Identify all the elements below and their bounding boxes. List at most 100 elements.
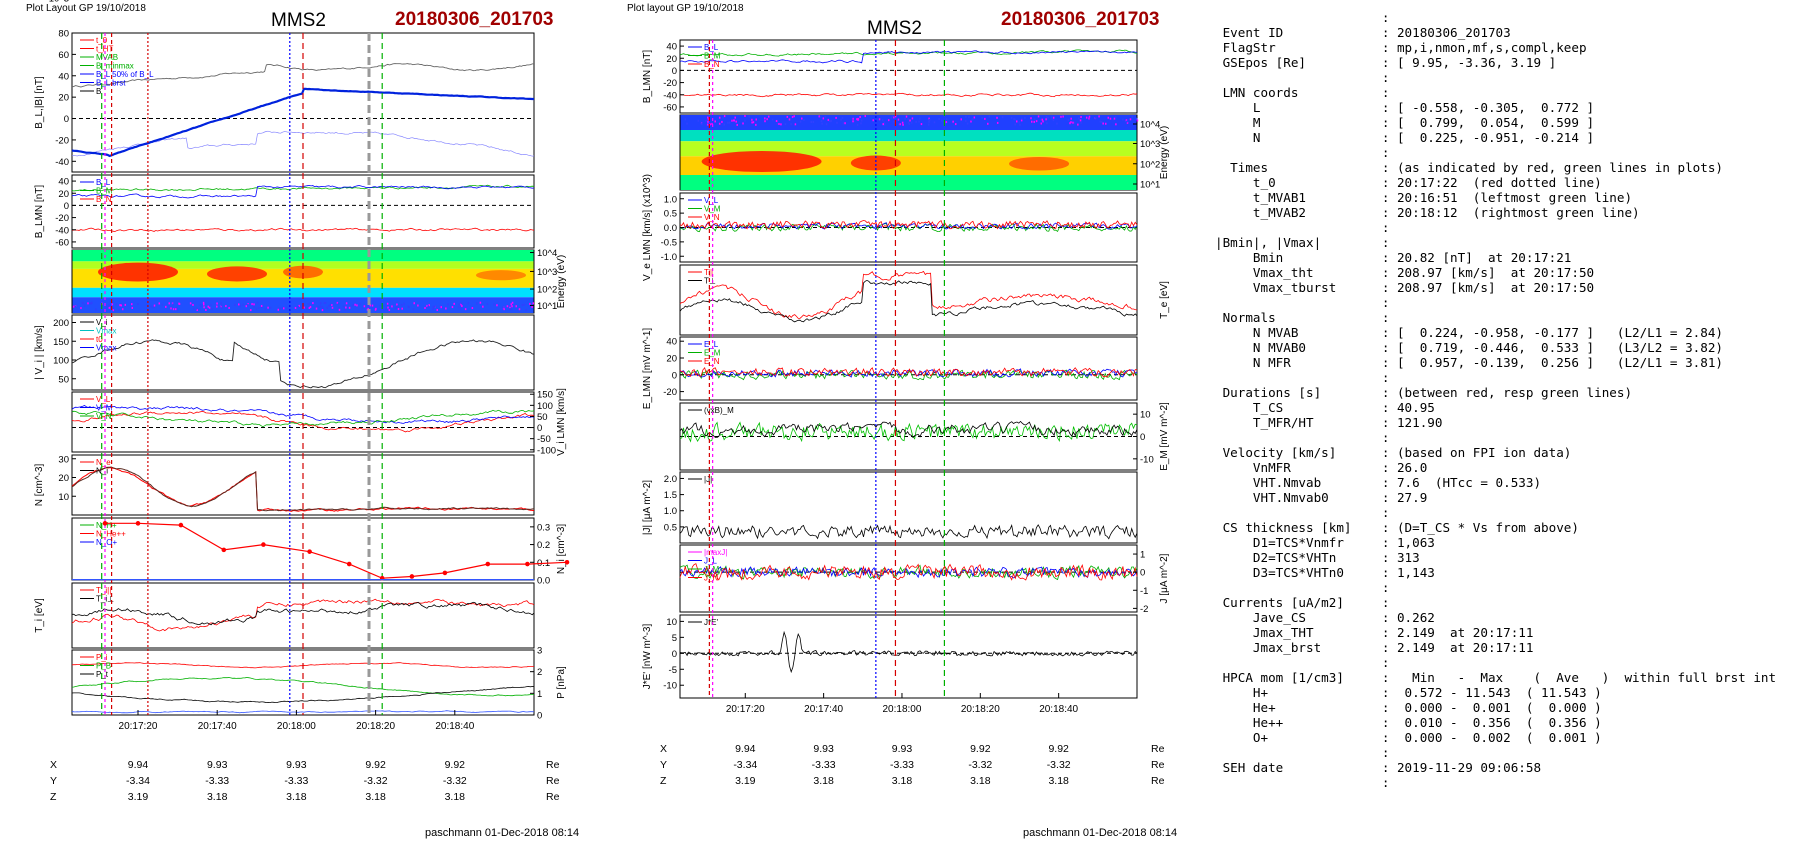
spectrogram-speckle xyxy=(242,303,244,306)
info-value: : xyxy=(1381,505,1390,520)
ephemeris-value: 9.93 xyxy=(207,759,228,771)
spectrogram-speckle xyxy=(940,119,943,122)
spectrogram-speckle xyxy=(171,306,173,309)
legend-entry: |maxJ| xyxy=(704,548,727,557)
spectrogram-speckle xyxy=(1099,120,1102,123)
y-tick-label: 10^4 xyxy=(1140,120,1160,131)
x-tick-label: 20:17:20 xyxy=(726,704,765,715)
info-row: Jave_CS : 0.262 xyxy=(1215,610,1800,625)
spectrogram-speckle xyxy=(1046,118,1048,121)
spectrogram-speckle xyxy=(464,308,467,311)
spectrogram-speckle xyxy=(856,123,859,126)
spectrogram-speckle xyxy=(973,116,976,119)
info-row: Jmax_brst : 2.149 at 20:17:11 xyxy=(1215,640,1800,655)
spectrogram-speckle xyxy=(1079,119,1082,122)
spectrogram-speckle xyxy=(883,123,886,126)
info-value: : 2019-11-29 09:06:58 xyxy=(1381,760,1542,775)
spectrogram-speckle xyxy=(305,307,308,310)
y-tick-label: 0.5 xyxy=(664,209,677,220)
info-key: D1=TCS*Vnmfr xyxy=(1215,535,1382,550)
spectrogram-speckle xyxy=(297,305,299,308)
mid-event-id: 20180306_201703 xyxy=(1001,9,1160,30)
legend-entry: T_i|| xyxy=(96,586,111,595)
spectrogram-speckle xyxy=(1046,122,1048,125)
info-key: SEH date xyxy=(1215,760,1382,775)
spectrogram-speckle xyxy=(427,305,429,308)
spectrogram-speckle xyxy=(899,123,901,126)
y-tick-label: -100 xyxy=(537,445,556,456)
y-axis-label: V_i LMN [km/s] xyxy=(556,388,567,456)
info-row: D3=TCS*VHTn0 : 1,143 xyxy=(1215,565,1800,580)
spectrogram-speckle xyxy=(810,121,813,124)
ephemeris-value: -3.32 xyxy=(1047,759,1071,771)
legend-entry: N_O+ xyxy=(96,538,117,547)
info-value: : xyxy=(1381,580,1390,595)
y-tick-label: 0 xyxy=(537,711,542,722)
y-tick-label: -10 xyxy=(1140,454,1154,465)
spectrogram-speckle xyxy=(503,308,505,311)
spectrogram-speckle xyxy=(966,122,969,125)
spectrogram-speckle xyxy=(1047,116,1049,119)
spectrogram-speckle xyxy=(277,308,280,311)
spectrogram-speckle xyxy=(510,308,513,311)
spectrogram-speckle xyxy=(1107,116,1110,119)
ephemeris-label: Y xyxy=(50,775,57,787)
y-tick-label: 1 xyxy=(1140,550,1145,561)
y-tick-label: 10^1 xyxy=(537,301,557,312)
spectrogram-speckle xyxy=(909,119,911,122)
legend-entry: E_L xyxy=(704,340,719,349)
series-line xyxy=(71,710,535,714)
spectrogram-speckle xyxy=(471,307,474,310)
info-row: N MVAB : [ 0.224, -0.958, -0.177 ] (L2/L… xyxy=(1215,325,1800,340)
spectrogram-speckle xyxy=(751,121,753,124)
spectrogram-speckle xyxy=(938,118,940,121)
spectrogram-speckle xyxy=(1045,118,1047,121)
info-row: N MVAB0 : [ 0.719, -0.446, 0.533 ] (L3/L… xyxy=(1215,340,1800,355)
spectrogram-speckle xyxy=(359,303,361,306)
y-axis-label: N [cm^-3] xyxy=(34,464,45,507)
spectrogram-speckle xyxy=(1124,119,1127,122)
spectrogram-speckle xyxy=(324,302,327,305)
spectrogram-speckle xyxy=(131,303,133,306)
spectrogram-speckle xyxy=(965,115,967,118)
spectrogram-speckle xyxy=(198,308,201,311)
info-row: N MFR : [ 0.957, -0.139, 0.256 ] (L2/L1 … xyxy=(1215,355,1800,370)
legend-entry: B_L xyxy=(96,178,111,187)
spectrogram-speckle xyxy=(221,304,223,307)
info-row: Currents [uA/m2] : xyxy=(1215,595,1800,610)
spectrogram-speckle xyxy=(1088,115,1091,118)
y-tick-label: 1 xyxy=(537,689,542,700)
ephemeris-value: 3.18 xyxy=(1048,775,1069,787)
spectrogram-speckle xyxy=(897,118,900,121)
spectrogram-speckle xyxy=(168,302,171,305)
info-row: |Bmin|, |Vmax| : xyxy=(1215,235,1800,250)
spectrogram-speckle xyxy=(521,304,524,307)
y-axis-label: Energy (eV) xyxy=(556,255,567,308)
spectrogram-speckle xyxy=(825,123,828,126)
spectrogram-speckle xyxy=(239,305,242,308)
info-value: : xyxy=(1381,220,1390,235)
spectrogram-speckle xyxy=(722,116,724,119)
spectrogram-speckle xyxy=(1037,115,1040,118)
spectrogram-speckle xyxy=(1060,115,1062,118)
ephemeris-value: 3.18 xyxy=(445,791,466,803)
legend-entry: B_M xyxy=(704,52,721,61)
spectrogram-speckle xyxy=(842,122,845,125)
y-tick-label: -40 xyxy=(55,157,69,168)
ephemeris-unit: Re xyxy=(546,791,560,803)
spectrogram-speckle xyxy=(755,123,757,126)
spectrogram-speckle xyxy=(1077,123,1079,126)
spectrogram-speckle xyxy=(124,303,127,306)
info-value: : 2.149 at 20:17:11 xyxy=(1381,625,1534,640)
spectrogram-speckle xyxy=(790,123,792,126)
info-value: : Min - Max ( Ave ) within full brst int xyxy=(1381,670,1777,685)
spectrogram-speckle xyxy=(371,304,374,307)
panel-frame xyxy=(679,39,1138,114)
y-tick-label: 60 xyxy=(58,50,69,61)
info-key xyxy=(1215,145,1382,160)
y-tick-label: 30 xyxy=(58,454,69,465)
spectrogram-speckle xyxy=(267,306,269,309)
info-key xyxy=(1215,775,1382,790)
ephemeris-label: X xyxy=(50,759,57,771)
spectrogram-speckle xyxy=(432,305,435,308)
